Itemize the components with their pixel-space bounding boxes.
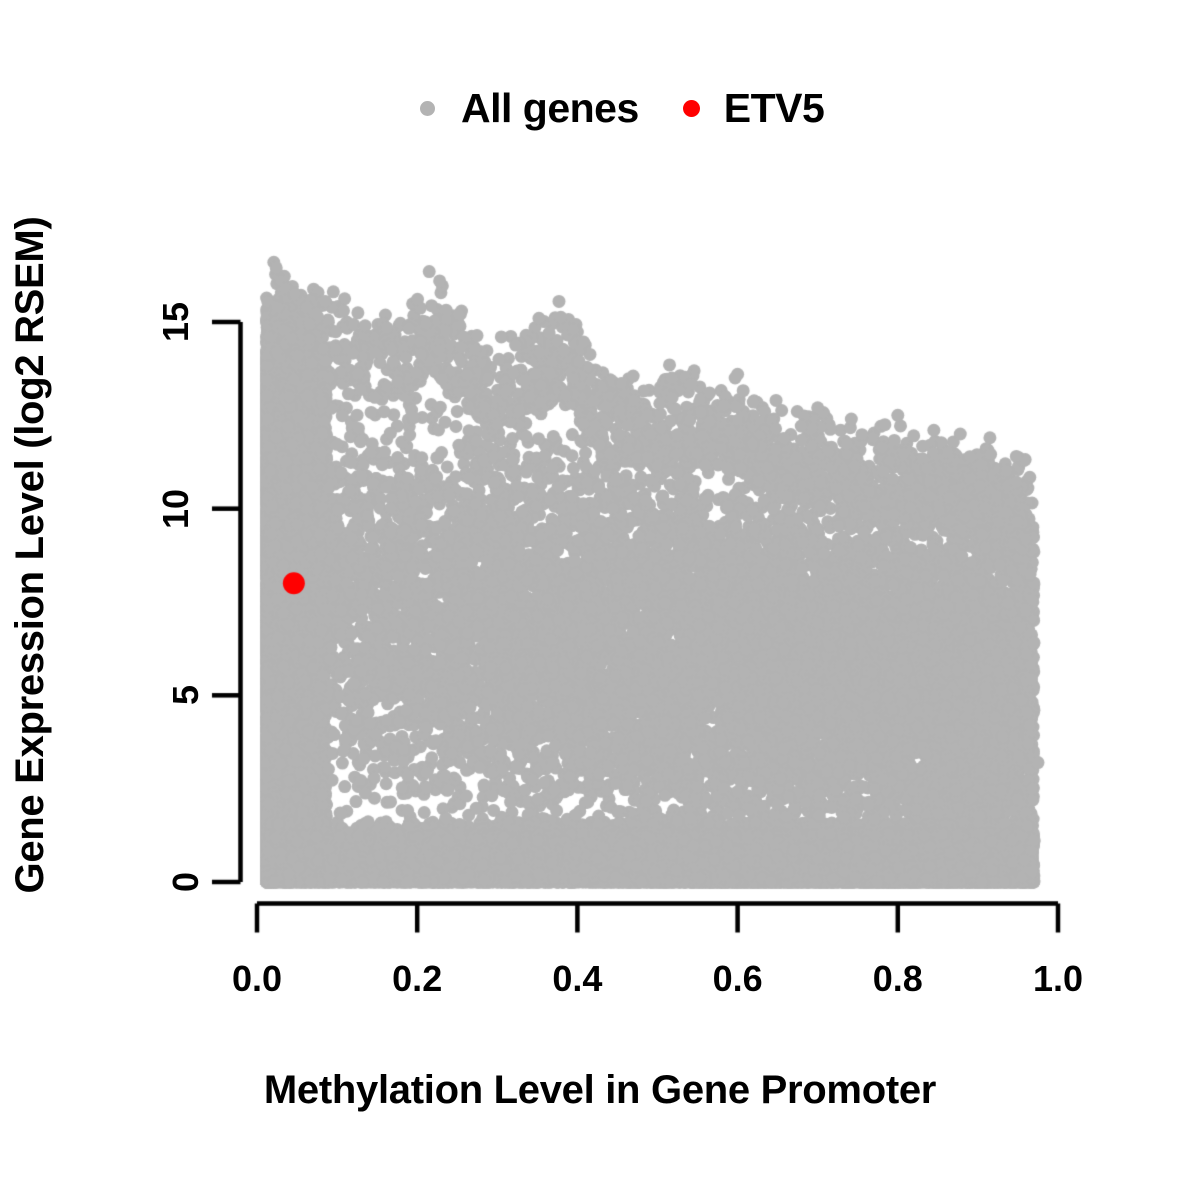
x-tick-label: 0.2 xyxy=(392,958,443,999)
legend-marker-circle-icon xyxy=(420,100,435,116)
x-axis-title: Methylation Level in Gene Promoter xyxy=(263,1068,937,1112)
x-tick-label: 0.6 xyxy=(712,958,763,999)
legend-label-all-genes: All genes xyxy=(461,84,639,131)
legend-item-all-genes: All genes xyxy=(420,85,683,132)
legend-marker-circle-icon xyxy=(682,99,700,117)
y-axis-title: Gene Expression Level (log2 RSEM) xyxy=(8,216,52,894)
y-tick-label: 5 xyxy=(164,685,206,706)
y-tick-label: 10 xyxy=(154,488,196,529)
legend: All genes ETV5 xyxy=(420,82,825,134)
x-tick-label: 0.0 xyxy=(231,958,283,999)
legend-item-etv5: ETV5 xyxy=(682,84,825,132)
legend-label-etv5: ETV5 xyxy=(723,84,825,131)
y-tick-label: 0 xyxy=(164,871,206,893)
y-tick-label: 15 xyxy=(154,301,196,343)
x-tick-label: 1.0 xyxy=(1032,958,1084,999)
x-tick-label: 0.4 xyxy=(552,958,603,999)
x-tick-label: 0.8 xyxy=(872,958,923,999)
